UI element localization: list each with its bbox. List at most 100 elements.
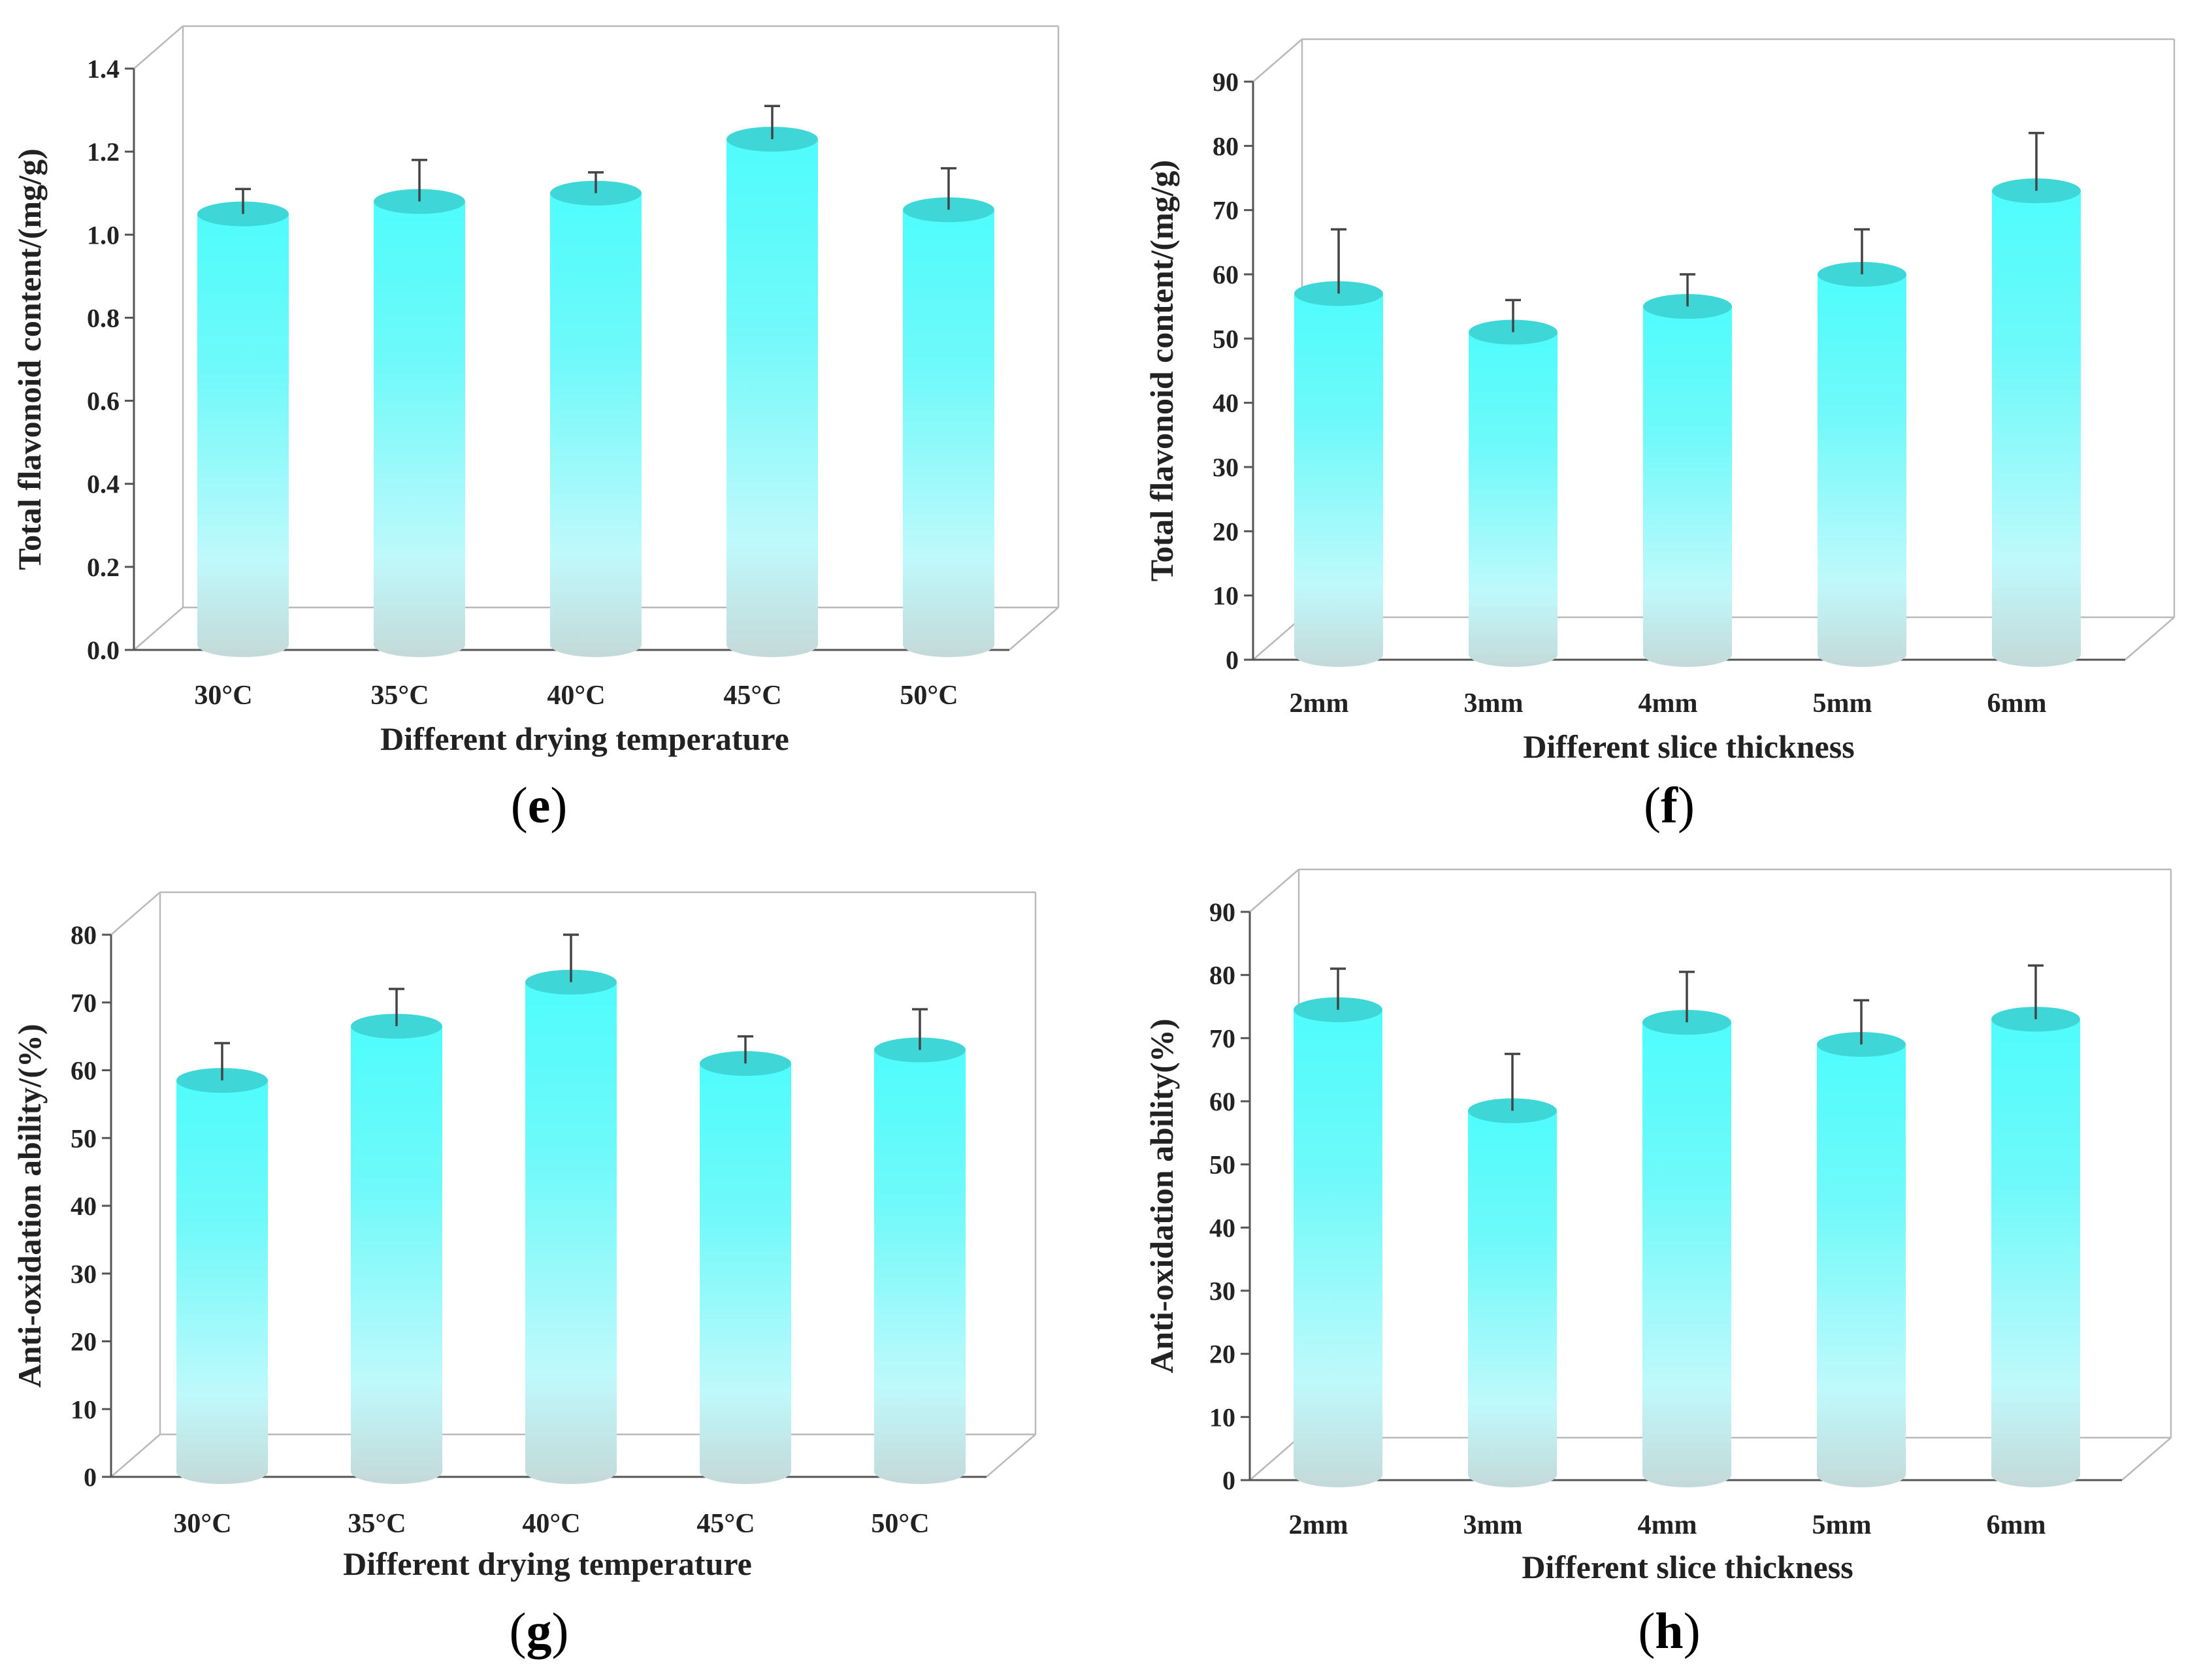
bar-top-cap: [1991, 1007, 2080, 1032]
y-tick-label: 70: [1213, 196, 1239, 225]
y-tick-label: 60: [1213, 260, 1239, 289]
y-tick-label: 30: [1209, 1276, 1235, 1306]
bar-3: [1818, 228, 1906, 667]
bar-body: [1817, 1044, 1906, 1487]
y-tick-label: 1.2: [87, 137, 120, 167]
y-axis-title: Anti-oxidation ability(%): [1143, 1018, 1180, 1373]
bar-body: [903, 210, 994, 658]
bar-body: [1642, 1022, 1731, 1487]
y-tick-label: 20: [1213, 517, 1239, 546]
floor-left-diagonal: [133, 607, 184, 651]
panel-label-f: (f): [1644, 777, 1695, 833]
y-tick-label: 50: [1213, 324, 1239, 353]
top-left-diagonal: [1252, 39, 1303, 82]
y-tick-label: 30: [71, 1259, 97, 1289]
y-tick-label: 80: [1213, 131, 1239, 161]
x-category-label: 35°C: [370, 681, 429, 711]
y-tick-label: 40: [1209, 1213, 1235, 1242]
bar-body: [374, 201, 465, 657]
bar-3: [700, 1035, 791, 1484]
y-tick-label: 90: [1209, 897, 1235, 927]
y-tick-label: 30: [1213, 453, 1239, 482]
x-category-label: 4mm: [1639, 688, 1698, 719]
bar-body: [1469, 332, 1558, 667]
x-category-label: 2mm: [1289, 1510, 1348, 1540]
x-axis-title: Different slice thickness: [1522, 1549, 1853, 1585]
y-tick-label: 20: [1209, 1340, 1235, 1369]
x-category-label: 35°C: [348, 1509, 406, 1539]
x-axis-title: Different drying temperature: [343, 1545, 752, 1582]
panel-label-g: (g): [509, 1602, 569, 1659]
y-tick-label: 0: [84, 1462, 97, 1492]
bar-body: [1992, 191, 2081, 668]
x-category-label: 5mm: [1813, 688, 1872, 719]
y-tick-label: 50: [71, 1123, 97, 1153]
chart-panel-e: 0.0 0.2 0.4 0.6 0.8 1.0 1.2 1.4 30°C 35°C 40°C 45°C…: [0, 0, 1093, 764]
y-tick-label: 0: [1222, 1466, 1235, 1495]
bar-2: [1642, 971, 1731, 1487]
y-tick-label: 50: [1209, 1150, 1235, 1180]
chart-f-svg: 0 10 20 30 40 50 60 70 80 90 2mm 3mm 4mm 5mm 6mm Differ…: [1143, 38, 2176, 765]
y-tick-label: 0.6: [87, 387, 120, 416]
bar-1: [1469, 299, 1558, 667]
bar-body: [1294, 1009, 1382, 1487]
y-tick-label: 10: [71, 1395, 97, 1424]
floor-right-diagonal: [2125, 617, 2175, 660]
x-category-label: 40°C: [522, 1509, 580, 1539]
x-category-label: 5mm: [1812, 1510, 1872, 1540]
bar-1: [351, 988, 442, 1484]
bar-body: [1294, 293, 1383, 667]
x-category-label: 6mm: [1987, 688, 2047, 719]
bar-body: [525, 982, 617, 1484]
bar-2: [1643, 273, 1732, 668]
x-category-label: 30°C: [173, 1509, 231, 1539]
bar-2: [550, 171, 642, 657]
x-category-label: 50°C: [900, 681, 958, 711]
bar-body: [1643, 306, 1732, 668]
floor-right-diagonal: [1009, 607, 1059, 651]
bar-4: [903, 167, 994, 658]
top-left-diagonal: [1249, 869, 1299, 913]
y-axis-title: Anti-oxidation ability/(%): [11, 1024, 48, 1388]
x-category-label: 30°C: [194, 681, 252, 711]
chart-panel-h: 0 10 20 30 40 50 60 70 80 90 2mm 3mm 4mm 5mm 6mm Differ…: [1093, 840, 2186, 1604]
bar-1: [374, 159, 465, 657]
y-tick-label: 40: [71, 1191, 97, 1221]
panel-label-e: (e): [510, 777, 568, 833]
bar-body: [874, 1050, 966, 1484]
bar-body: [550, 193, 642, 657]
y-tick-label: 0.2: [87, 553, 120, 582]
bar-body: [726, 139, 818, 657]
y-tick-label: 70: [1209, 1024, 1235, 1053]
y-tick-label: 70: [71, 988, 97, 1018]
x-axis-title: Different slice thickness: [1523, 728, 1854, 765]
bar-0: [1294, 967, 1382, 1487]
x-axis-title: Different drying temperature: [380, 720, 789, 757]
bar-0: [1294, 228, 1383, 667]
bar-body: [197, 214, 289, 657]
floor-left-diagonal: [1249, 1437, 1299, 1481]
y-tick-label: 0: [1226, 645, 1239, 675]
x-category-label: 50°C: [871, 1509, 929, 1539]
bar-3: [726, 105, 818, 657]
y-tick-label: 60: [71, 1056, 97, 1086]
panel-label-h: (h): [1638, 1602, 1701, 1659]
top-left-diagonal: [133, 25, 184, 69]
y-tick-label: 1.0: [87, 220, 120, 250]
chart-panel-g: 0 10 20 30 40 50 60 70 80 30°C 35°C 40°C 45°C 50°C Dif…: [0, 840, 1093, 1604]
y-tick-label: 0.8: [87, 303, 120, 332]
y-tick-label: 80: [1209, 961, 1235, 990]
chart-h-svg: 0 10 20 30 40 50 60 70 80 90 2mm 3mm 4mm 5mm 6mm Differ…: [1143, 868, 2172, 1585]
x-category-label: 40°C: [547, 681, 605, 711]
y-tick-label: 0.0: [87, 636, 120, 665]
bar-top-cap: [1294, 997, 1382, 1022]
chart-e-svg: 0.0 0.2 0.4 0.6 0.8 1.0 1.2 1.4 30°C 35°C 40°C 45°C…: [11, 25, 1060, 757]
chart-panel-f: 0 10 20 30 40 50 60 70 80 90 2mm 3mm 4mm 5mm 6mm Differ…: [1093, 0, 2186, 765]
y-tick-label: 20: [71, 1327, 97, 1357]
top-left-diagonal: [110, 892, 161, 935]
x-category-label: 6mm: [1987, 1510, 2046, 1540]
bar-3: [1817, 999, 1906, 1487]
y-tick-label: 40: [1213, 389, 1239, 418]
bar-0: [176, 1042, 268, 1484]
